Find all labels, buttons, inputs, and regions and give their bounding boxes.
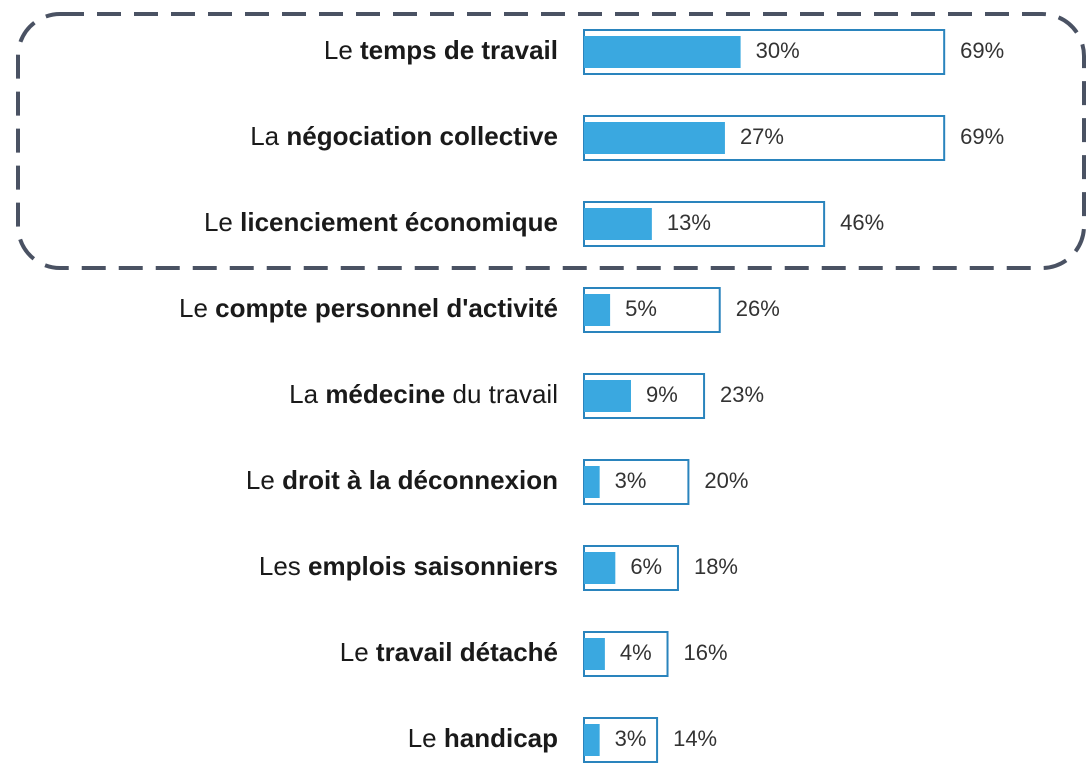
category-label: Le handicap [408, 723, 558, 753]
value-label: 9% [646, 382, 678, 407]
category-part: Le [246, 465, 282, 495]
value-label: 69% [960, 124, 1004, 149]
category-label: Le travail détaché [340, 637, 558, 667]
bar [584, 638, 605, 670]
value-label: 3% [615, 468, 647, 493]
category-part: Le [204, 207, 240, 237]
value-label: 23% [720, 382, 764, 407]
category-part: Le [324, 35, 360, 65]
category-label: Le compte personnel d'activité [179, 293, 558, 323]
category-part: travail détaché [376, 637, 558, 667]
category-label: Le licenciement économique [204, 207, 558, 237]
category-part: Le [179, 293, 215, 323]
bar [584, 122, 725, 154]
category-part: licenciement économique [240, 207, 558, 237]
bar [584, 208, 652, 240]
category-label: La médecine du travail [289, 379, 558, 409]
value-label: 27% [740, 124, 784, 149]
category-part: handicap [444, 723, 558, 753]
category-part: temps de travail [360, 35, 558, 65]
category-label: Les emplois saisonniers [259, 551, 558, 581]
value-label: 30% [756, 38, 800, 63]
value-label: 16% [684, 640, 728, 665]
value-label: 5% [625, 296, 657, 321]
category-label: Le droit à la déconnexion [246, 465, 558, 495]
bar [584, 724, 600, 756]
category-part: médecine [325, 379, 445, 409]
highlight-frame [16, 12, 1086, 270]
value-label: 26% [736, 296, 780, 321]
bar [584, 380, 631, 412]
value-label: 14% [673, 726, 717, 751]
category-part: compte personnel d'activité [215, 293, 558, 323]
category-part: La [250, 121, 286, 151]
bar [584, 294, 611, 326]
category-part: du travail [445, 379, 558, 409]
category-part: droit à la déconnexion [282, 465, 558, 495]
value-label: 4% [620, 640, 652, 665]
bar [584, 466, 600, 498]
category-part: Les [259, 551, 308, 581]
category-label: La négociation collective [250, 121, 558, 151]
bar [584, 552, 616, 584]
value-label: 20% [704, 468, 748, 493]
value-label: 3% [615, 726, 647, 751]
value-label: 69% [960, 38, 1004, 63]
category-part: La [289, 379, 325, 409]
value-label: 18% [694, 554, 738, 579]
bar [584, 36, 741, 68]
category-part: Le [340, 637, 376, 667]
category-part: Le [408, 723, 444, 753]
value-label: 13% [667, 210, 711, 235]
category-part: emplois saisonniers [308, 551, 558, 581]
category-part: négociation collective [286, 121, 558, 151]
category-label: Le temps de travail [324, 35, 558, 65]
value-label: 6% [630, 554, 662, 579]
value-label: 46% [840, 210, 884, 235]
